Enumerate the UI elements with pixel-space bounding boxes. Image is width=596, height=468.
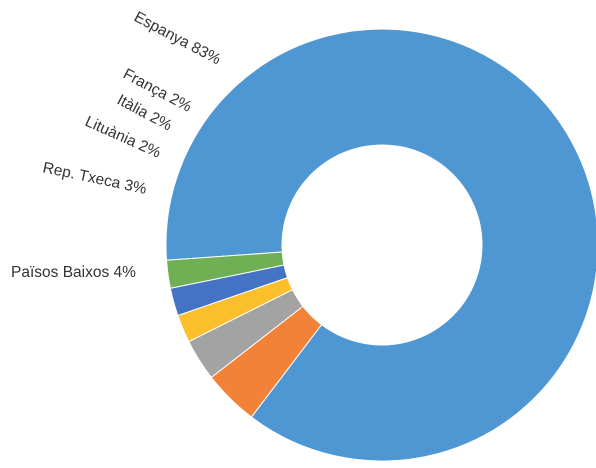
- label-paisos-baixos: Països Baixos 4%: [11, 264, 136, 281]
- slice-espanya: [165, 28, 596, 462]
- slice-franca: [166, 251, 285, 289]
- label-rep-txeca: Rep. Txeca 3%: [41, 159, 148, 198]
- slices-group: [165, 28, 596, 462]
- label-espanya: Espanya 83%: [131, 9, 224, 69]
